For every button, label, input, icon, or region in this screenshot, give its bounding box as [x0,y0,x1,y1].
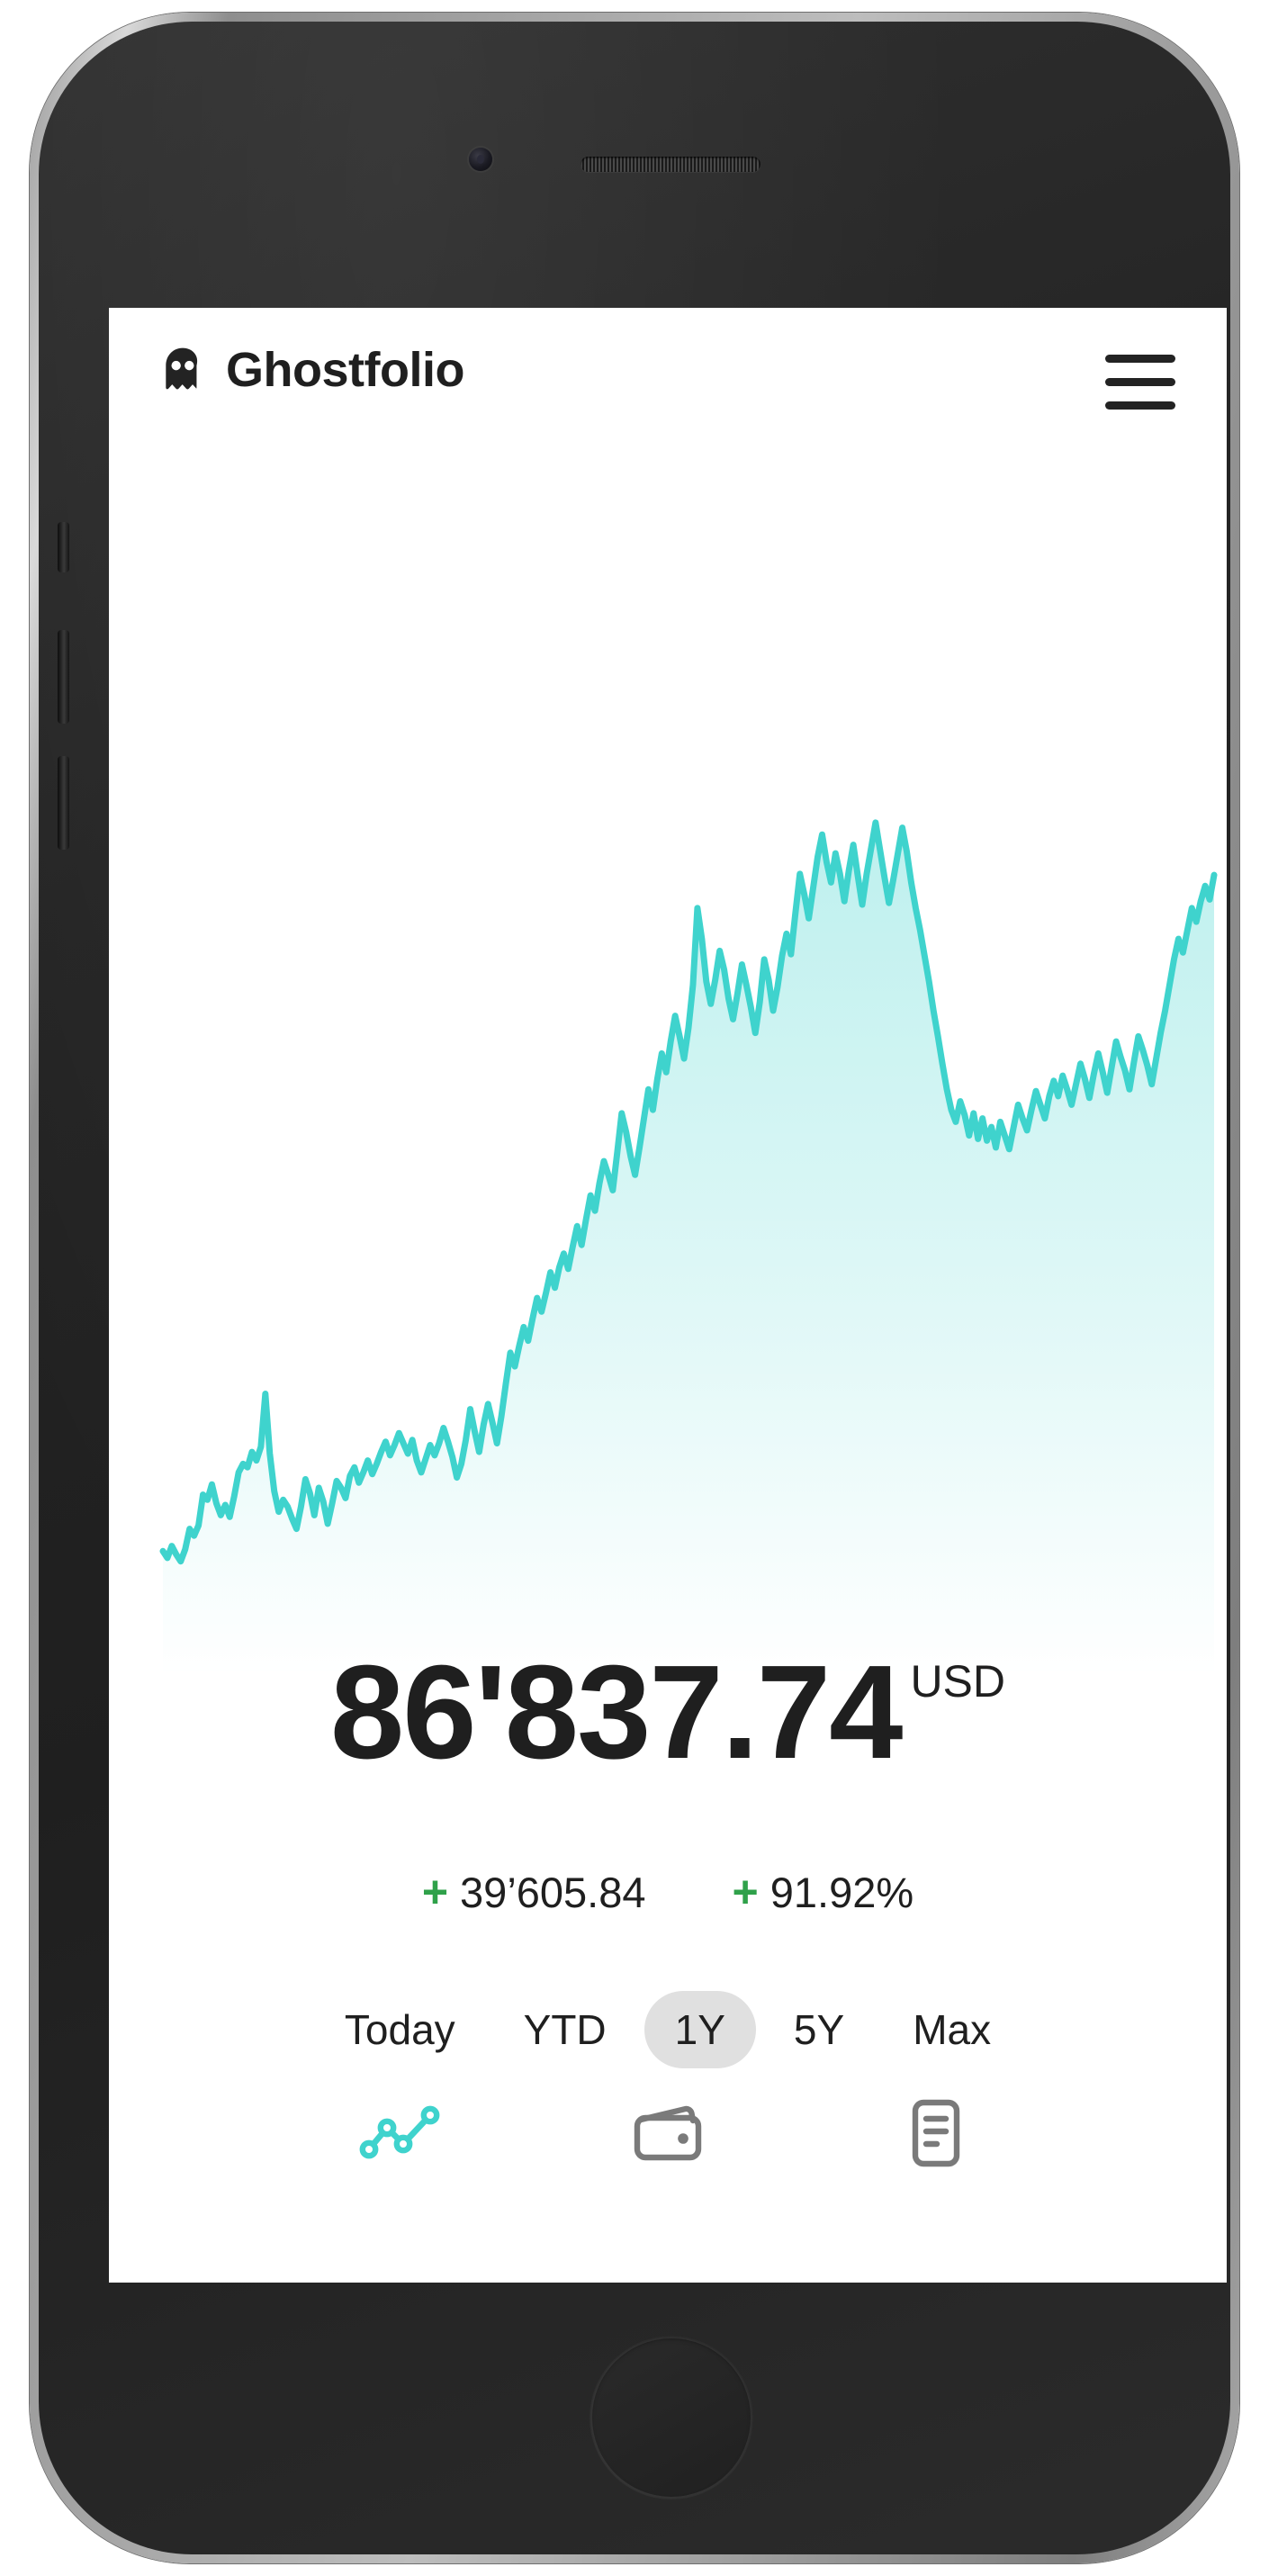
absolute-change-sign: + [421,1867,449,1917]
phone-frame: Ghostfolio [30,13,1239,2563]
volume-down-button[interactable] [58,756,69,850]
performance-row: + 39’605.84 + 91.92% [109,1869,1227,1914]
earpiece-speaker [580,157,760,172]
camera-lens [477,155,484,164]
range-tab-1y[interactable]: 1Y [644,1991,756,2068]
menu-bar-2 [1105,377,1175,386]
date-range-tabs[interactable]: Today YTD 1Y 5Y Max [109,1991,1227,2068]
percent-change: + 91.92% [733,1869,914,1914]
currency-label: USD [910,1656,1006,1707]
brand-logo[interactable]: Ghostfolio [159,346,464,394]
menu-bar-1 [1105,354,1175,363]
volume-up-button[interactable] [58,630,69,724]
document-list-icon [912,2099,960,2167]
phone-screen: Ghostfolio [109,308,1227,2283]
portfolio-chart-section[interactable] [109,812,1227,1712]
absolute-change: + 39’605.84 [422,1869,646,1914]
nav-item-activities[interactable] [886,2083,986,2184]
range-tab-ytd[interactable]: YTD [523,2006,607,2053]
menu-bar-3 [1105,401,1175,410]
home-button[interactable] [590,2336,753,2499]
app-header: Ghostfolio [109,308,1227,434]
percent-change-value: 91.92% [770,1868,914,1916]
nav-item-accounts[interactable] [617,2083,718,2184]
portfolio-value-block: 86'837.74 USD [109,1646,1227,1779]
value-row: 86'837.74 USD [330,1646,1005,1779]
range-tab-5y[interactable]: 5Y [793,2006,845,2053]
portfolio-value: 86'837.74 [329,1638,903,1787]
percent-change-sign: + [732,1867,759,1917]
phone-body: Ghostfolio [39,22,1230,2554]
range-tab-today[interactable]: Today [344,2006,455,2053]
hamburger-menu-icon[interactable] [1097,349,1184,414]
nav-item-analytics[interactable] [349,2083,450,2184]
portfolio-value-chart[interactable] [109,812,1227,1712]
ghost-icon [166,347,198,390]
analytics-line-chart-icon [359,2105,440,2159]
front-camera-icon [469,148,492,171]
brand-name: Ghostfolio [226,343,464,397]
silent-switch-button[interactable] [58,522,69,572]
wallet-icon [634,2105,702,2161]
chart-area-fill [163,822,1214,1676]
range-tab-max[interactable]: Max [913,2006,992,2053]
chart-line [159,819,1218,1565]
bottom-navigation[interactable] [109,2083,1227,2184]
absolute-change-value: 39’605.84 [460,1868,646,1916]
